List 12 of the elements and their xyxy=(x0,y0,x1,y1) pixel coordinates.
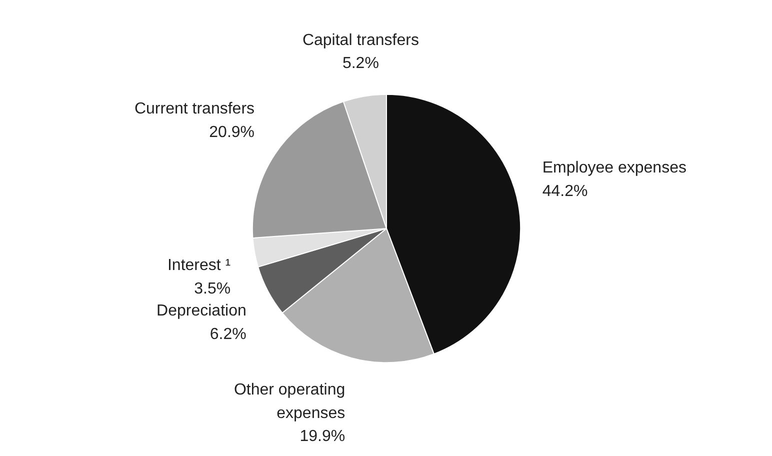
slice-label: Interest ¹ xyxy=(167,257,231,274)
slice-label: Other operating expenses xyxy=(234,381,346,422)
data-label: 3.5% xyxy=(194,280,231,298)
slice-label: Current transfers xyxy=(134,100,255,118)
data-label: 44.2% xyxy=(542,183,588,200)
slice-label: Capital transfers xyxy=(302,32,419,49)
data-label: 6.2% xyxy=(210,326,246,343)
data-label: 20.9% xyxy=(209,124,255,141)
data-label: 5.2% xyxy=(342,55,379,72)
slice-label: Employee expenses xyxy=(542,160,686,177)
data-label: 19.9% xyxy=(300,428,346,446)
slice-label: Depreciation xyxy=(156,302,246,320)
